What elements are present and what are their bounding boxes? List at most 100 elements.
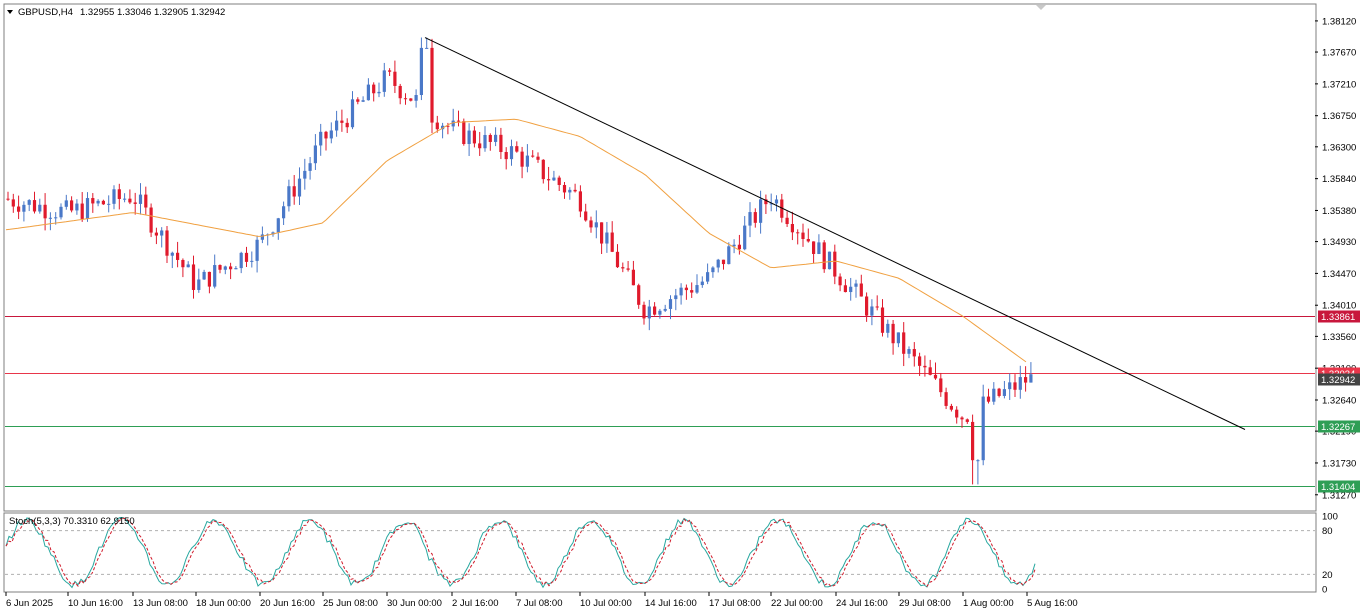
candle-body	[388, 70, 392, 72]
moving-average-line[interactable]	[5, 118, 1027, 363]
candle-body	[700, 281, 704, 286]
candle-body	[499, 134, 503, 153]
candle	[419, 37, 423, 101]
candle	[282, 201, 286, 225]
candle	[769, 193, 773, 212]
candle-body	[340, 120, 344, 123]
candle	[388, 68, 392, 77]
candle	[382, 62, 386, 97]
candle-body	[1002, 389, 1006, 396]
candle	[827, 251, 832, 270]
price-tick-label: 1.31730	[1322, 458, 1356, 469]
time-tick-label: 20 Jun 16:00	[260, 598, 315, 609]
candle	[260, 226, 264, 244]
candle	[154, 227, 158, 245]
candle	[335, 110, 339, 137]
stochastic-axis-label: 100	[1322, 512, 1338, 523]
candle	[451, 108, 455, 132]
candle-body	[456, 120, 461, 122]
candle	[626, 261, 630, 272]
candle-body	[573, 189, 577, 192]
candle-body	[138, 194, 143, 204]
candle	[255, 235, 259, 273]
candle	[902, 322, 906, 367]
candle-body	[117, 189, 121, 199]
candle	[96, 199, 100, 207]
candle-body	[875, 306, 879, 308]
candle-body	[462, 121, 466, 145]
candle-body	[774, 199, 779, 204]
candle-body	[812, 241, 816, 254]
candle	[547, 166, 551, 191]
candle-body	[886, 323, 890, 333]
candle-body	[605, 232, 609, 244]
candle	[186, 261, 190, 268]
candle	[986, 388, 991, 404]
candle	[653, 302, 657, 316]
chart-shift-marker-icon[interactable]	[1036, 5, 1046, 10]
ohlc-readout: 1.32955 1.33046 1.32905 1.32942	[80, 7, 225, 18]
price-pane[interactable]	[3, 3, 1317, 512]
price-tick-label: 1.36750	[1322, 111, 1356, 122]
candle-body	[790, 224, 794, 233]
trendline-layer[interactable]	[424, 37, 1246, 430]
candle	[976, 459, 980, 485]
candle	[75, 199, 79, 215]
candle	[202, 269, 206, 280]
candle	[684, 284, 688, 300]
candle-body	[176, 252, 180, 260]
symbol-menu-triangle-icon[interactable]	[7, 10, 13, 14]
candle-body	[478, 143, 482, 149]
candle	[944, 387, 948, 410]
candle-body	[981, 396, 985, 461]
candle	[971, 414, 975, 485]
candle-body	[509, 146, 514, 160]
candle	[504, 147, 508, 170]
candle	[706, 263, 710, 285]
candle	[838, 273, 842, 292]
candle-body	[43, 204, 47, 219]
candle-body	[684, 287, 688, 291]
candle-body	[223, 266, 227, 270]
current-bid-tag-bg	[1318, 373, 1360, 386]
candle-body	[11, 199, 15, 207]
candle	[435, 115, 439, 133]
price-tick-label: 1.32640	[1322, 396, 1356, 407]
candle	[350, 91, 355, 130]
resistance-price-tag: 1.33861	[1318, 310, 1360, 323]
candle	[939, 372, 943, 397]
candle	[790, 211, 794, 241]
stochastic-axis: 100 80 20 0	[5, 512, 1338, 596]
candle	[642, 301, 646, 325]
candle-body	[149, 207, 153, 233]
candle-body	[721, 259, 726, 265]
candle	[456, 110, 461, 127]
candle-body	[578, 191, 582, 212]
candle	[562, 181, 567, 199]
candle-body	[133, 202, 137, 204]
time-tick-label: 5 Aug 16:00	[1027, 598, 1078, 609]
candle-body	[229, 266, 233, 270]
candle-body	[451, 120, 455, 127]
candle	[668, 295, 673, 320]
time-tick-label: 24 Jul 16:00	[836, 598, 888, 609]
candle-body	[621, 267, 625, 269]
candle	[690, 282, 694, 298]
symbol-label[interactable]: GBPUSD,H4	[18, 7, 73, 18]
candle-body	[207, 271, 211, 287]
time-tick-label: 1 Aug 00:00	[963, 598, 1014, 609]
stochastic-pane[interactable]	[3, 512, 1317, 593]
support-1-tag-bg	[1318, 420, 1360, 433]
candle-body	[753, 212, 757, 223]
candle	[297, 167, 302, 205]
candle	[578, 185, 582, 218]
downtrend-line[interactable]	[424, 37, 1246, 430]
candle	[796, 229, 800, 245]
candle	[107, 195, 111, 213]
candle	[907, 346, 911, 359]
candle-body	[91, 198, 95, 204]
candle-body	[600, 222, 604, 244]
candle	[160, 227, 164, 248]
